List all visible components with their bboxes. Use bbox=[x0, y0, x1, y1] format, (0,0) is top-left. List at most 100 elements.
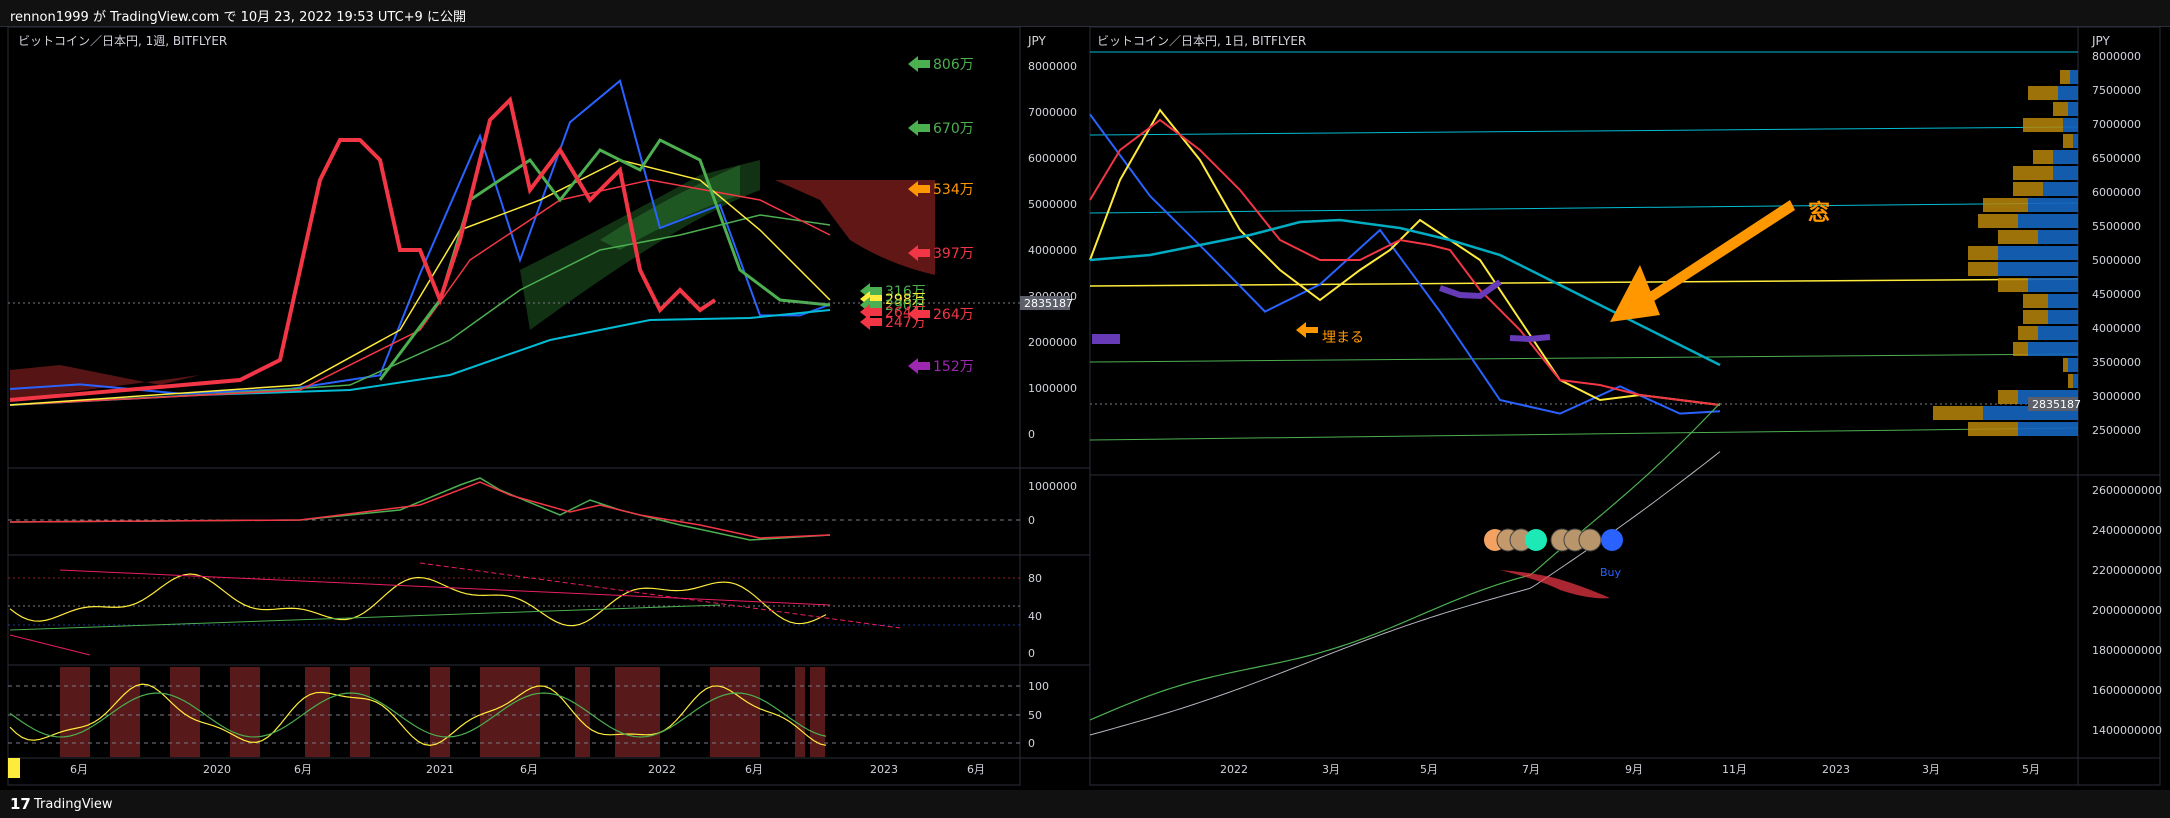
left-y-tick: 0 bbox=[1028, 428, 1035, 441]
stoch-line bbox=[9, 683, 827, 746]
vp-bar bbox=[2028, 342, 2078, 356]
lower-tick: 2600000000 bbox=[2092, 484, 2162, 497]
lower-tick: 2400000000 bbox=[2092, 524, 2162, 537]
left-x-tick: 2022 bbox=[648, 763, 676, 776]
stoch-axis: 100 50 0 bbox=[1028, 680, 1049, 750]
rsi-tick: 80 bbox=[1028, 572, 1042, 585]
left-price-line bbox=[9, 79, 831, 395]
left-y-tick: 7000000 bbox=[1028, 106, 1077, 119]
vp-bar bbox=[2048, 310, 2078, 324]
right-x-axis: 2022 3月 5月 7月 9月 11月 2023 3月 5月 bbox=[1220, 763, 2040, 776]
lower-tick: 2000000000 bbox=[2092, 604, 2162, 617]
left-y-tick: 6000000 bbox=[1028, 152, 1077, 165]
stoch-zone bbox=[305, 667, 330, 757]
vp-bar bbox=[2053, 150, 2078, 164]
macd-tick: 1000000 bbox=[1028, 480, 1077, 493]
left-currency: JPY bbox=[1027, 34, 1047, 48]
level-arrow-icon bbox=[908, 245, 930, 261]
right-x-tick: 5月 bbox=[1420, 763, 1438, 776]
stoch-zone bbox=[710, 667, 760, 757]
vp-bar bbox=[2023, 310, 2048, 324]
stoch-zone bbox=[60, 667, 90, 757]
level-arrow-label: 534万 bbox=[933, 182, 974, 198]
left-ma-yellow bbox=[9, 159, 831, 406]
lower-tick: 1800000000 bbox=[2092, 644, 2162, 657]
lower-axis: 2600000000 2400000000 2200000000 2000000000… bbox=[2092, 484, 2162, 737]
fill-arrow bbox=[1296, 322, 1318, 338]
left-y-tick: 4000000 bbox=[1028, 244, 1077, 257]
vp-bar bbox=[2028, 198, 2078, 212]
right-panel bbox=[1089, 26, 2161, 786]
left-x-tick: 6月 bbox=[294, 763, 312, 776]
level-arrow-label: 247万 bbox=[885, 315, 926, 331]
left-lagging-span bbox=[9, 96, 717, 402]
stoch-zone bbox=[575, 667, 590, 757]
vp-bar bbox=[1998, 262, 2078, 276]
tradingview-logo-icon: 𝟭𝟳 bbox=[10, 795, 31, 813]
vp-bar bbox=[2018, 214, 2078, 228]
right-ma-red bbox=[1089, 118, 1721, 406]
right-price-line bbox=[1089, 113, 1721, 415]
vp-bar bbox=[2018, 326, 2038, 340]
right-y-tick: 2500000 bbox=[2092, 424, 2141, 437]
left-x-tick: 6月 bbox=[745, 763, 763, 776]
right-y-tick: 5000000 bbox=[2092, 254, 2141, 267]
stoch-signal bbox=[9, 692, 827, 738]
vp-bar bbox=[2063, 358, 2068, 372]
stoch-zone bbox=[795, 667, 805, 757]
vp-bar bbox=[2033, 150, 2053, 164]
right-y-tick: 7000000 bbox=[2092, 118, 2141, 131]
vp-bar bbox=[2043, 182, 2078, 196]
left-symbol-label: ビットコイン／日本円, 1週, BITFLYER bbox=[18, 34, 227, 48]
rsi-axis: 80 40 0 bbox=[1028, 572, 1042, 660]
vp-bar bbox=[2053, 166, 2078, 180]
vp-bar bbox=[2038, 230, 2078, 244]
stoch-zone bbox=[480, 667, 540, 757]
vp-bar bbox=[2013, 182, 2043, 196]
vp-bar bbox=[1983, 198, 2028, 212]
ichimoku-cloud-bull bbox=[600, 165, 740, 250]
right-x-tick: 3月 bbox=[1922, 763, 1940, 776]
vp-bar bbox=[2063, 118, 2078, 132]
left-ma-green bbox=[9, 214, 831, 406]
right-price-tag: 2835187 bbox=[2032, 398, 2081, 411]
vp-bar bbox=[2063, 134, 2073, 148]
left-y-tick: 1000000 bbox=[1028, 382, 1077, 395]
left-x-tick: 2023 bbox=[870, 763, 898, 776]
vp-bar bbox=[2023, 294, 2048, 308]
vp-bar bbox=[2028, 86, 2058, 100]
rsi-tick: 0 bbox=[1028, 647, 1035, 660]
publish-header: rennon1999 が TradingView.com で 10月 23, 2… bbox=[0, 0, 2170, 27]
level-arrow-icon bbox=[860, 314, 882, 330]
right-symbol-label: ビットコイン／日本円, 1日, BITFLYER bbox=[1097, 34, 1306, 48]
window-label: 窓 bbox=[1808, 200, 1830, 226]
vp-bar bbox=[2068, 358, 2078, 372]
publish-text: rennon1999 が TradingView.com で 10月 23, 2… bbox=[10, 10, 466, 25]
vp-bar bbox=[2068, 102, 2078, 116]
vp-bar bbox=[2038, 326, 2078, 340]
vp-bar bbox=[2070, 70, 2078, 84]
left-x-tick: 6月 bbox=[967, 763, 985, 776]
right-y-axis: 8000000 7500000 7000000 6500000 6000000 55000… bbox=[2092, 50, 2141, 437]
vp-bar bbox=[1998, 278, 2028, 292]
vp-bar bbox=[1998, 230, 2038, 244]
right-y-tick: 4000000 bbox=[2092, 322, 2141, 335]
vp-bar bbox=[1933, 406, 1983, 420]
vp-bar bbox=[2058, 86, 2078, 100]
left-x-tick: 2021 bbox=[426, 763, 454, 776]
vp-bar bbox=[2073, 374, 2078, 388]
vp-bar bbox=[1998, 390, 2018, 404]
level-arrow-icon bbox=[908, 120, 930, 136]
left-price-tag: 2835187 bbox=[1024, 297, 1073, 310]
left-x-axis: 6月 2020 6月 2021 6月 2022 6月 2023 6月 bbox=[70, 763, 985, 776]
level-arrow-label: 298万 bbox=[885, 292, 926, 308]
right-y-tick: 3000000 bbox=[2092, 390, 2141, 403]
right-y-tick: 8000000 bbox=[2092, 50, 2141, 63]
lower-tick: 2200000000 bbox=[2092, 564, 2162, 577]
lower-tick: 1600000000 bbox=[2092, 684, 2162, 697]
fill-label: 埋まる bbox=[1322, 330, 1364, 346]
level-arrow-label: 316万 bbox=[885, 284, 926, 300]
vp-bar bbox=[2068, 374, 2073, 388]
vp-bar bbox=[2073, 134, 2078, 148]
vp-bar bbox=[2013, 166, 2053, 180]
